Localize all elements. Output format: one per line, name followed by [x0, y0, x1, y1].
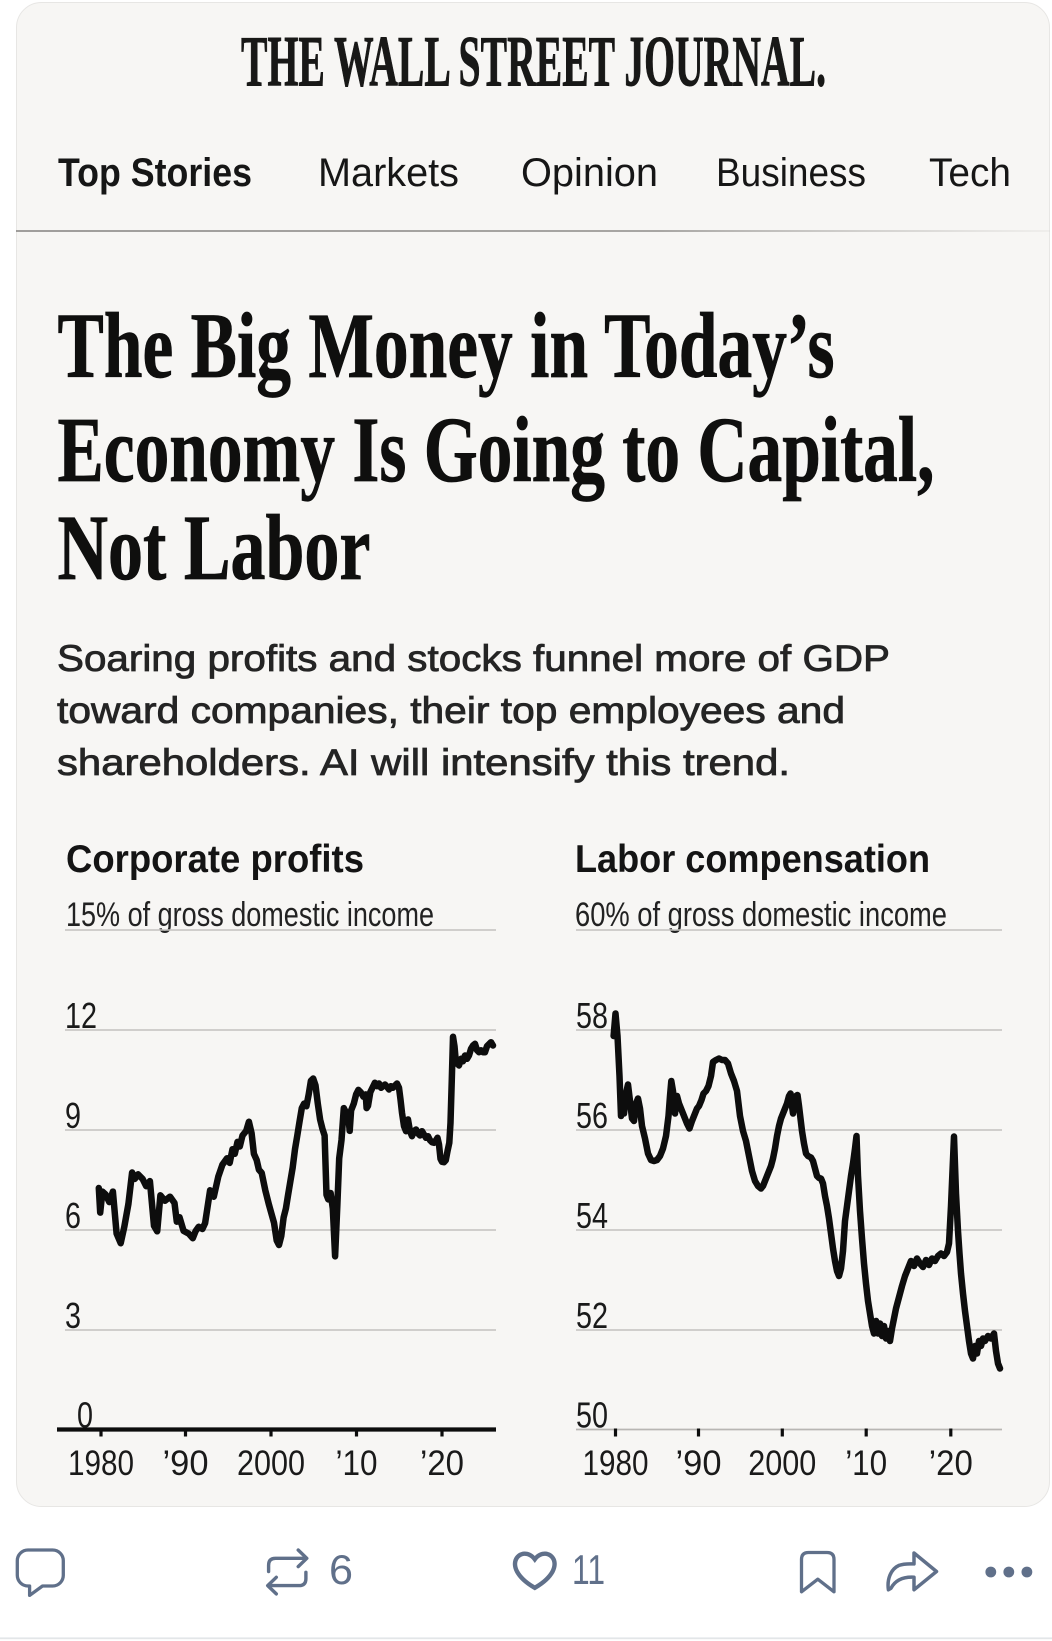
svg-text:Tech: Tech: [929, 151, 1011, 195]
svg-text:1980: 1980: [68, 1444, 134, 1483]
svg-text:Markets: Markets: [318, 151, 459, 195]
svg-text:6: 6: [65, 1195, 81, 1236]
svg-text:3: 3: [65, 1295, 81, 1336]
svg-text:’20: ’20: [420, 1444, 464, 1483]
svg-text:9: 9: [65, 1095, 81, 1136]
svg-text:Not Labor: Not Labor: [58, 497, 371, 600]
svg-text:’10: ’10: [336, 1444, 378, 1483]
svg-text:15% of gross domestic income: 15% of gross domestic income: [66, 896, 434, 934]
svg-text:54: 54: [576, 1195, 608, 1236]
svg-text:50: 50: [576, 1395, 608, 1436]
svg-text:shareholders. AI will intensif: shareholders. AI will intensify this tre…: [57, 742, 790, 783]
svg-text:Top Stories: Top Stories: [58, 151, 252, 195]
svg-text:’90: ’90: [163, 1444, 209, 1483]
svg-text:56: 56: [576, 1095, 608, 1136]
svg-text:toward companies, their top em: toward companies, their top employees an…: [57, 690, 845, 731]
svg-text:’10: ’10: [845, 1444, 887, 1483]
svg-text:11: 11: [572, 1546, 605, 1593]
svg-text:6: 6: [329, 1546, 353, 1593]
svg-text:’90: ’90: [676, 1444, 722, 1483]
svg-text:’20: ’20: [929, 1444, 973, 1483]
svg-text:Opinion: Opinion: [521, 151, 658, 195]
svg-text:Soaring profits and stocks fun: Soaring profits and stocks funnel more o…: [57, 638, 890, 679]
svg-text:Corporate profits: Corporate profits: [66, 838, 364, 881]
svg-text:0: 0: [77, 1395, 93, 1436]
svg-text:1980: 1980: [583, 1444, 649, 1483]
svg-text:The Big Money in Today’s: The Big Money in Today’s: [58, 295, 835, 398]
svg-text:THE WALL STREET JOURNAL.: THE WALL STREET JOURNAL.: [241, 22, 826, 102]
svg-text:60% of gross domestic income: 60% of gross domestic income: [575, 896, 947, 934]
svg-text:2000: 2000: [748, 1444, 816, 1483]
svg-text:12: 12: [65, 995, 97, 1036]
svg-text:Labor compensation: Labor compensation: [575, 838, 930, 881]
svg-text:Business: Business: [716, 151, 866, 195]
svg-text:52: 52: [576, 1295, 608, 1336]
svg-text:Economy Is Going to Capital,: Economy Is Going to Capital,: [58, 399, 935, 502]
svg-text:58: 58: [576, 995, 608, 1036]
svg-text:2000: 2000: [237, 1444, 305, 1483]
